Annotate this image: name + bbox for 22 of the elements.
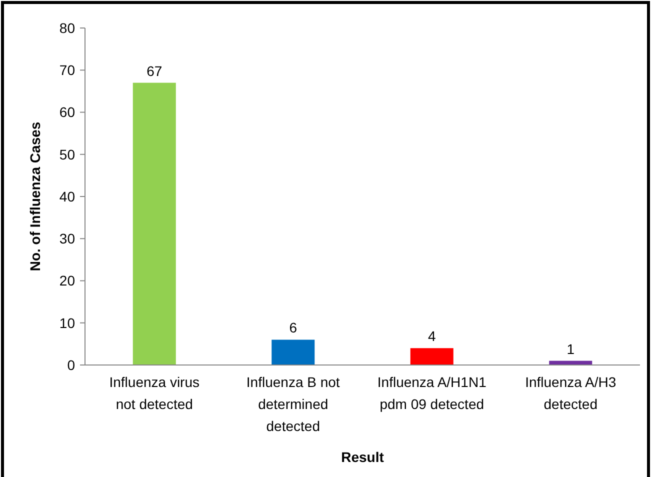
x-tick-label: Influenza A/H1N1 pdm 09 detected bbox=[377, 374, 487, 412]
data-label: 6 bbox=[289, 320, 298, 336]
y-tick-label: 50 bbox=[59, 146, 76, 162]
bar bbox=[410, 348, 454, 365]
y-tick-label: 80 bbox=[59, 20, 76, 36]
x-tick-label: Influenza virus not detected bbox=[109, 374, 200, 412]
data-label: 1 bbox=[566, 340, 575, 357]
x-axis-title: Result bbox=[341, 449, 384, 465]
bar bbox=[132, 82, 176, 365]
data-label: 67 bbox=[146, 62, 162, 79]
y-tick-label: 20 bbox=[59, 272, 76, 289]
y-tick-label: 0 bbox=[67, 356, 76, 373]
data-label: 4 bbox=[428, 328, 436, 344]
y-tick-label: 30 bbox=[59, 230, 76, 247]
x-tick-label: Influenza A/H3 detected bbox=[525, 374, 616, 412]
bar bbox=[272, 340, 315, 365]
y-tick-label: 40 bbox=[59, 188, 76, 204]
y-axis-title: No. of Influenza Cases bbox=[27, 122, 43, 272]
x-tick-label: Influenza B not determined detected bbox=[246, 374, 340, 434]
y-tick-label: 60 bbox=[59, 104, 76, 120]
y-tick-label: 10 bbox=[59, 314, 76, 331]
y-tick-label: 70 bbox=[59, 62, 76, 78]
